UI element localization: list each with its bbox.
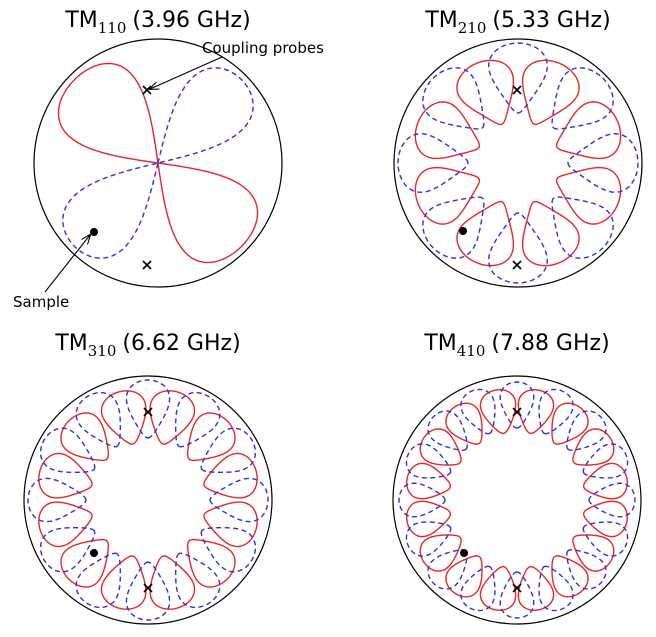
coupling-probe-top (143, 407, 153, 417)
sample-dot (90, 549, 98, 557)
panel-title: TM410 (7.88 GHz) (423, 331, 609, 360)
h-field-contour (397, 42, 639, 284)
sample-arrow (44, 235, 90, 293)
panel-title: TM210 (5.33 GHz) (424, 8, 610, 37)
sample-dot (459, 227, 467, 235)
cavity-outline (392, 375, 642, 625)
panel-tm110: TM110 (3.96 GHz) (33, 8, 283, 288)
coupling-probes-arrow (150, 56, 223, 89)
coupling-probe-bottom (142, 260, 152, 270)
panel-title: TM310 (6.62 GHz) (54, 331, 240, 360)
cavity-outline (23, 375, 273, 625)
e-field-contour (414, 59, 622, 267)
sample-dot (90, 228, 98, 236)
h-field-contour (27, 379, 269, 621)
panel-title: TM110 (3.96 GHz) (64, 8, 250, 37)
coupling-probe-top (142, 85, 152, 95)
e-field-contour (38, 390, 258, 610)
h-field-contour (62, 67, 254, 259)
coupling-probe-top (512, 407, 522, 417)
coupling-probes-label: Coupling probes (202, 39, 324, 57)
panel-tm410: TM410 (7.88 GHz) (392, 331, 642, 625)
coupling-probe-top (512, 85, 522, 95)
sample-label: Sample (13, 293, 69, 311)
panel-tm310: TM310 (6.62 GHz) (23, 331, 273, 625)
sample-dot (460, 549, 468, 557)
h-field-contour (398, 381, 636, 619)
cavity-outline (33, 38, 283, 288)
e-field-contour (406, 389, 628, 611)
panel-tm210: TM210 (5.33 GHz) (393, 8, 643, 288)
cavity-outline (393, 38, 643, 288)
coupling-probe-bottom (143, 583, 153, 593)
coupling-probe-bottom (512, 260, 522, 270)
coupling-probe-bottom (512, 583, 522, 593)
